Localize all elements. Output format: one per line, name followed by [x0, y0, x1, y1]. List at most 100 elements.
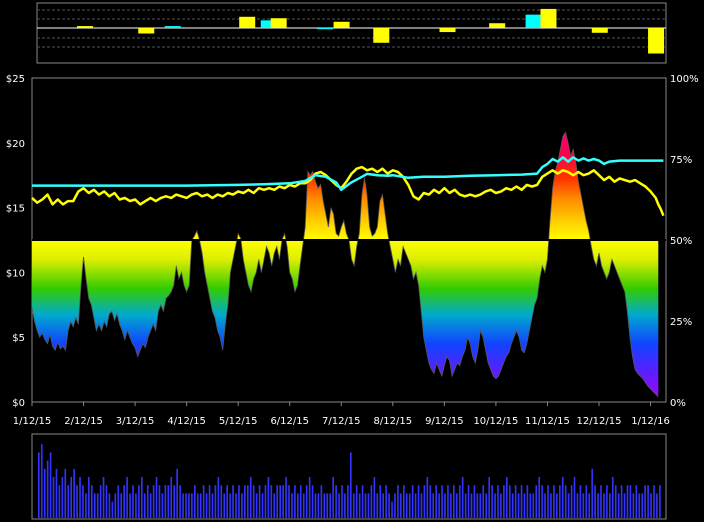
volume-bar	[379, 485, 382, 518]
right-tick-label: 50%	[670, 236, 692, 247]
volume-bar	[99, 485, 102, 518]
left-tick-label: $10	[6, 268, 25, 279]
volume-bar	[40, 444, 43, 518]
volume-bar	[476, 493, 479, 518]
volume-bar	[526, 485, 529, 518]
volume-bar	[550, 493, 552, 518]
volume-bar	[558, 485, 561, 518]
volume-bar	[585, 485, 588, 518]
volume-bar	[376, 493, 379, 518]
volume-bar	[149, 493, 152, 518]
volume-bar	[373, 477, 376, 518]
volume-bar	[529, 493, 532, 518]
volume-bar	[129, 493, 131, 518]
volume-bar	[638, 493, 641, 518]
volume-bar	[352, 493, 355, 518]
volume-bar	[111, 501, 114, 518]
volume-bar	[450, 493, 452, 518]
volume-bar	[320, 485, 323, 518]
volume-bar	[246, 485, 249, 518]
volume-bar	[564, 485, 567, 518]
volume-bar	[164, 485, 167, 518]
volume-bar	[135, 493, 137, 518]
volume-bar	[573, 477, 576, 518]
volume-bar	[46, 460, 49, 518]
volume-bar	[588, 493, 591, 518]
volume-bar	[491, 485, 493, 518]
volume-bar	[152, 485, 155, 518]
volume-bar	[647, 485, 649, 518]
volume-bar	[455, 493, 458, 518]
volume-bar	[576, 493, 579, 518]
volume-bar	[326, 493, 329, 518]
main-panel: $0 $5 $10 $15 $20 $25 0% 25% 50% 75% 100% 1/12/15…	[6, 74, 699, 427]
volume-bar	[426, 477, 429, 518]
volume-bar	[191, 493, 193, 518]
volume-bar	[173, 485, 176, 518]
top-bar-8	[373, 28, 390, 43]
volume-bar	[453, 485, 455, 518]
left-tick-label: $20	[6, 139, 25, 150]
volume-bar	[85, 493, 87, 518]
left-tick-label: $5	[12, 333, 25, 344]
volume-bar	[255, 493, 258, 518]
top-bar-7	[333, 21, 350, 28]
volume-bar	[264, 485, 267, 518]
volume-bar	[299, 485, 302, 518]
volume-bar	[641, 493, 644, 518]
top-bars	[77, 8, 665, 54]
volume-bar	[388, 493, 390, 518]
volume-bar	[79, 477, 81, 518]
rainbow-area-fill	[32, 132, 659, 397]
volume-bar	[488, 477, 490, 518]
volume-bar	[167, 485, 170, 518]
volume-bar	[629, 485, 632, 518]
volume-bar	[73, 468, 75, 518]
volume-bar	[411, 485, 414, 518]
volume-bar	[344, 493, 346, 518]
volume-bar	[223, 493, 226, 518]
volume-bar	[367, 493, 370, 518]
volume-bar	[126, 477, 128, 518]
volume-bar	[143, 493, 146, 518]
volume-bar	[288, 485, 290, 518]
volume-bar	[258, 485, 261, 518]
volume-bar	[541, 485, 543, 518]
rainbow-area-edge	[31, 131, 659, 398]
volume-bar	[614, 485, 617, 518]
volume-bar	[294, 485, 296, 518]
x-tick-label: 8/12/15	[374, 416, 413, 427]
volume-bar	[397, 485, 399, 518]
x-tick-label: 4/12/15	[167, 416, 206, 427]
x-tick-label: 6/12/15	[270, 416, 309, 427]
volume-bar	[261, 493, 264, 518]
x-axis-labels: 1/12/15 2/12/15 3/12/15 4/12/15 5/12/15 6/12/…	[13, 402, 670, 427]
volume-bar	[52, 477, 55, 518]
top-panel-frame	[36, 2, 667, 64]
volume-bar	[311, 485, 314, 518]
volume-bar	[208, 485, 211, 518]
volume-bar	[500, 493, 502, 518]
volume-bar	[96, 493, 99, 518]
volume-bar	[43, 468, 46, 518]
volume-bar	[329, 493, 332, 518]
x-tick-label: 9/12/15	[425, 416, 464, 427]
volume-bar	[423, 485, 426, 518]
volume-bar	[179, 485, 181, 518]
volume-bar	[517, 493, 520, 518]
volume-bar	[196, 493, 199, 518]
volume-bar	[514, 485, 517, 518]
volume-bar	[276, 485, 279, 518]
volume-bar	[76, 485, 78, 518]
volume-bar	[523, 493, 526, 518]
volume-bar	[314, 493, 317, 518]
volume-bar	[467, 485, 470, 518]
volume-bar	[55, 468, 58, 518]
volume-bar	[267, 477, 270, 518]
volume-bar	[361, 485, 364, 518]
left-tick-label: $25	[6, 74, 25, 85]
volume-bar	[597, 493, 599, 518]
volume-bar	[659, 485, 661, 518]
volume-bar	[202, 485, 205, 518]
